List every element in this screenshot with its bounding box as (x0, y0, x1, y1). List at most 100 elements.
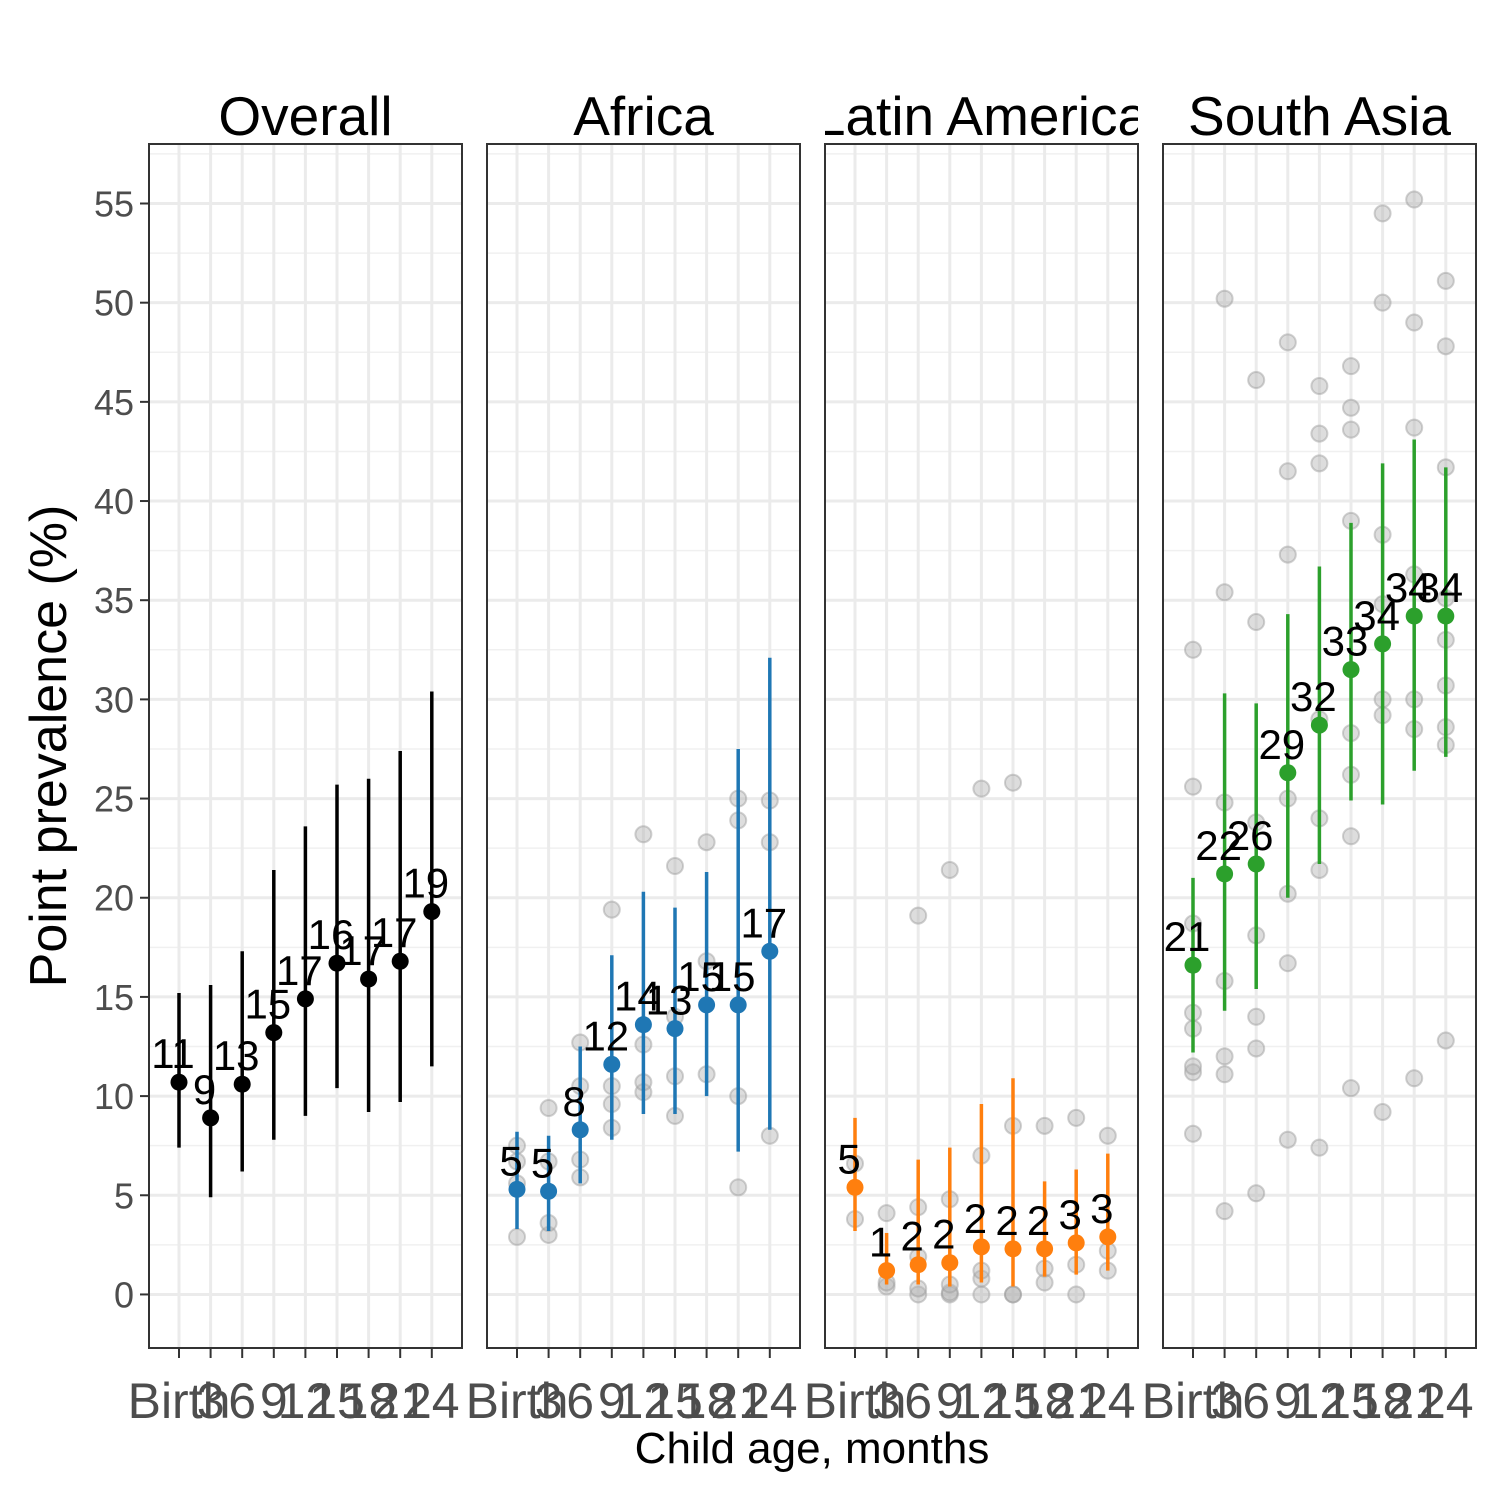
x-tick-label: 21 (710, 1373, 766, 1429)
y-tick-label: 50 (94, 283, 134, 324)
estimate-point (1067, 1234, 1085, 1252)
x-tick-label: 3 (197, 1373, 225, 1429)
x-tick-label: 12 (954, 1373, 1010, 1429)
cohort-point (1405, 418, 1424, 437)
cohort-point (1342, 1079, 1360, 1098)
estimate-point (170, 1073, 188, 1091)
y-tick-label: 25 (94, 779, 134, 820)
estimate-point (202, 1109, 220, 1127)
estimate-point (1310, 716, 1328, 734)
cohort-point (1247, 1039, 1266, 1058)
cohort-point (1405, 313, 1424, 332)
cohort-point (508, 1227, 526, 1246)
data-label: 15 (709, 953, 756, 1000)
data-label: 2 (995, 1197, 1018, 1244)
data-label: 1 (869, 1219, 892, 1266)
estimate-point (909, 1256, 927, 1274)
x-tick-label: 6 (566, 1373, 594, 1429)
x-tick-label: Birth (128, 1373, 231, 1429)
estimate-point (698, 996, 716, 1014)
cohort-point (1342, 357, 1360, 376)
cohort-point (1278, 545, 1297, 564)
data-label: 17 (276, 947, 323, 994)
cohort-point (1405, 1069, 1424, 1088)
estimate-point (941, 1254, 959, 1272)
x-tick-label: 9 (260, 1373, 288, 1429)
x-tick-label: 15 (1323, 1373, 1379, 1429)
estimate-point (391, 952, 409, 970)
estimate-point (603, 1055, 621, 1073)
estimate-point (296, 990, 314, 1008)
data-label: 21 (1164, 913, 1211, 960)
data-label: 14 (614, 973, 661, 1020)
cohort-point (1342, 420, 1360, 439)
x-tick-label: 12 (1292, 1373, 1348, 1429)
cohort-point (1373, 293, 1392, 312)
data-label: 32 (1290, 673, 1337, 720)
data-label: 17 (371, 909, 418, 956)
cohort-point (539, 1098, 558, 1117)
estimate-point (423, 903, 441, 921)
cohort-point (1184, 777, 1202, 796)
estimate-point (1247, 855, 1265, 873)
cohort-point (1436, 1031, 1455, 1050)
cohort-point (602, 900, 621, 919)
panel-title: Overall (218, 85, 392, 147)
data-label: 9 (193, 1066, 216, 1113)
estimate-point (233, 1075, 251, 1093)
y-tick-label: 55 (94, 184, 134, 225)
cohort-point (1278, 333, 1297, 352)
y-tick-label: 10 (94, 1076, 134, 1117)
cohort-point (1247, 613, 1266, 632)
y-tick-label: 45 (94, 382, 134, 423)
y-tick-label: 35 (94, 580, 134, 621)
data-label: 34 (1353, 592, 1400, 639)
x-tick-label: 18 (1017, 1373, 1073, 1429)
cohort-point (729, 1178, 748, 1197)
estimate-point (360, 970, 378, 988)
cohort-point (1035, 1116, 1054, 1135)
x-axis-title: Child age, months (635, 1424, 990, 1473)
y-tick-label: 0 (114, 1274, 134, 1315)
cohort-point (697, 833, 716, 852)
cohort-point (909, 906, 928, 925)
cohort-point (1184, 1063, 1202, 1082)
x-tick-label: 15 (309, 1373, 365, 1429)
x-tick-label: 12 (278, 1373, 334, 1429)
x-tick-label: 3 (873, 1373, 901, 1429)
x-tick-label: 18 (1355, 1373, 1411, 1429)
cohort-point (1342, 398, 1360, 417)
estimate-point (1374, 635, 1392, 653)
cohort-point (877, 1204, 896, 1223)
cohort-point (1184, 640, 1202, 659)
data-label: 19 (402, 860, 449, 907)
y-axis-title: Point prevalence (%) (20, 505, 78, 988)
data-label: 22 (1195, 822, 1242, 869)
estimate-point (1342, 661, 1360, 679)
cohort-point (1278, 462, 1297, 481)
cohort-point (1247, 1184, 1266, 1203)
y-tick-label: 20 (94, 878, 134, 919)
cohort-point (1215, 583, 1234, 602)
estimate-point (729, 996, 747, 1014)
x-tick-label: 15 (647, 1373, 703, 1429)
data-label: 26 (1227, 812, 1274, 859)
cohort-point (1215, 1202, 1234, 1221)
cohort-point (1184, 1057, 1202, 1076)
x-tick-label: 9 (936, 1373, 964, 1429)
x-tick-label: Birth (804, 1373, 907, 1429)
cohort-point (1278, 954, 1297, 973)
cohort-point (1067, 1108, 1086, 1127)
panel-content: 51 2 2 2 2 2 3 3 (837, 773, 1117, 1304)
x-tick-label: 9 (598, 1373, 626, 1429)
data-label: 15 (244, 981, 291, 1028)
data-label: 2 (964, 1195, 987, 1242)
cohort-point (1310, 376, 1329, 395)
data-label: 2 (901, 1213, 924, 1260)
x-tick-label: 3 (535, 1373, 563, 1429)
